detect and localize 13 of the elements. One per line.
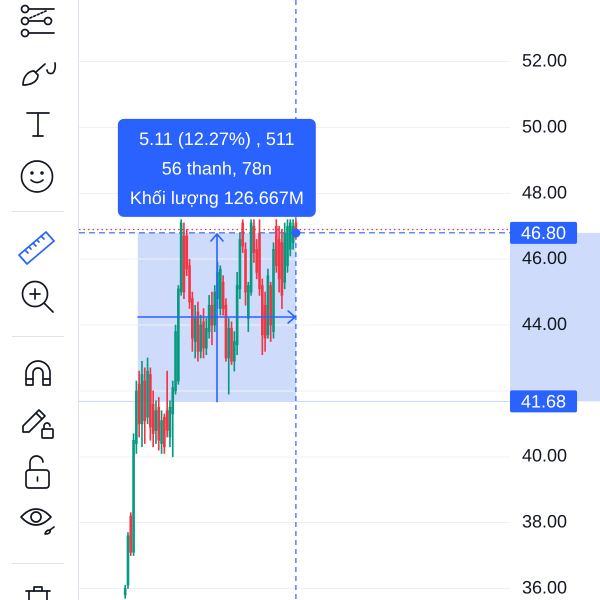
annotation: Khối lượng 126.667M: [130, 188, 304, 208]
y-tick-label: 36.00: [522, 577, 568, 598]
y-tick-label: 46.00: [522, 248, 568, 268]
ref-line-label: 41.68: [521, 391, 566, 412]
y-tick-label: 48.00: [522, 182, 568, 202]
annotation: 56 thanh, 78n: [162, 158, 272, 178]
annotation: 5.11 (12.27%) , 511: [139, 128, 295, 149]
y-tick-label: 52.00: [522, 50, 568, 71]
y-tick-label: 50.00: [522, 116, 568, 136]
y-tick-label: 40.00: [522, 446, 568, 466]
y-tick-label: 44.00: [522, 314, 568, 334]
y-tick-label: 38.00: [522, 512, 568, 532]
ref-line-label: 46.80: [521, 222, 566, 243]
